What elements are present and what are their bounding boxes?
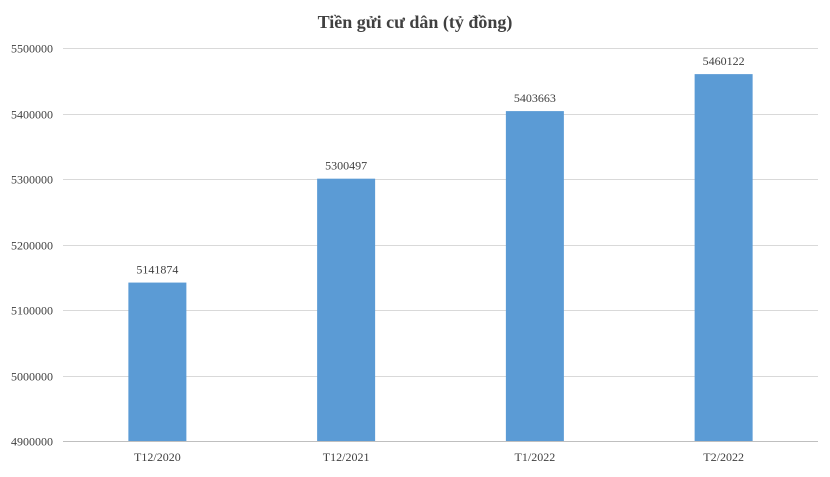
x-category-label: T1/2022 xyxy=(515,450,556,464)
data-labels: 5141874 5300497 5403663 5460122 xyxy=(136,54,744,276)
data-label: 5403663 xyxy=(514,91,556,105)
x-axis-categories: T12/2020 T12/2021 T1/2022 T2/2022 xyxy=(134,450,744,464)
x-category-label: T2/2022 xyxy=(703,450,744,464)
y-tick-label: 5100000 xyxy=(11,304,53,318)
bar xyxy=(694,74,753,441)
data-label: 5141874 xyxy=(136,263,178,277)
chart-title: Tiền gửi cư dân (tỷ đồng) xyxy=(318,12,513,33)
y-tick-label: 5000000 xyxy=(11,370,53,384)
y-tick-label: 5200000 xyxy=(11,239,53,253)
x-category-label: T12/2021 xyxy=(323,450,370,464)
bar xyxy=(505,111,564,441)
y-axis-ticks: 4900000 5000000 5100000 5200000 5300000 54000… xyxy=(11,42,53,449)
bar xyxy=(128,282,187,441)
y-tick-label: 5300000 xyxy=(11,173,53,187)
data-label: 5460122 xyxy=(703,54,745,68)
x-category-label: T12/2020 xyxy=(134,450,181,464)
gridlines xyxy=(63,48,818,442)
y-tick-label: 4900000 xyxy=(11,435,53,449)
bars xyxy=(128,74,753,441)
bar xyxy=(317,178,376,441)
data-label: 5300497 xyxy=(325,159,367,173)
y-tick-label: 5400000 xyxy=(11,108,53,122)
y-tick-label: 5500000 xyxy=(11,42,53,56)
